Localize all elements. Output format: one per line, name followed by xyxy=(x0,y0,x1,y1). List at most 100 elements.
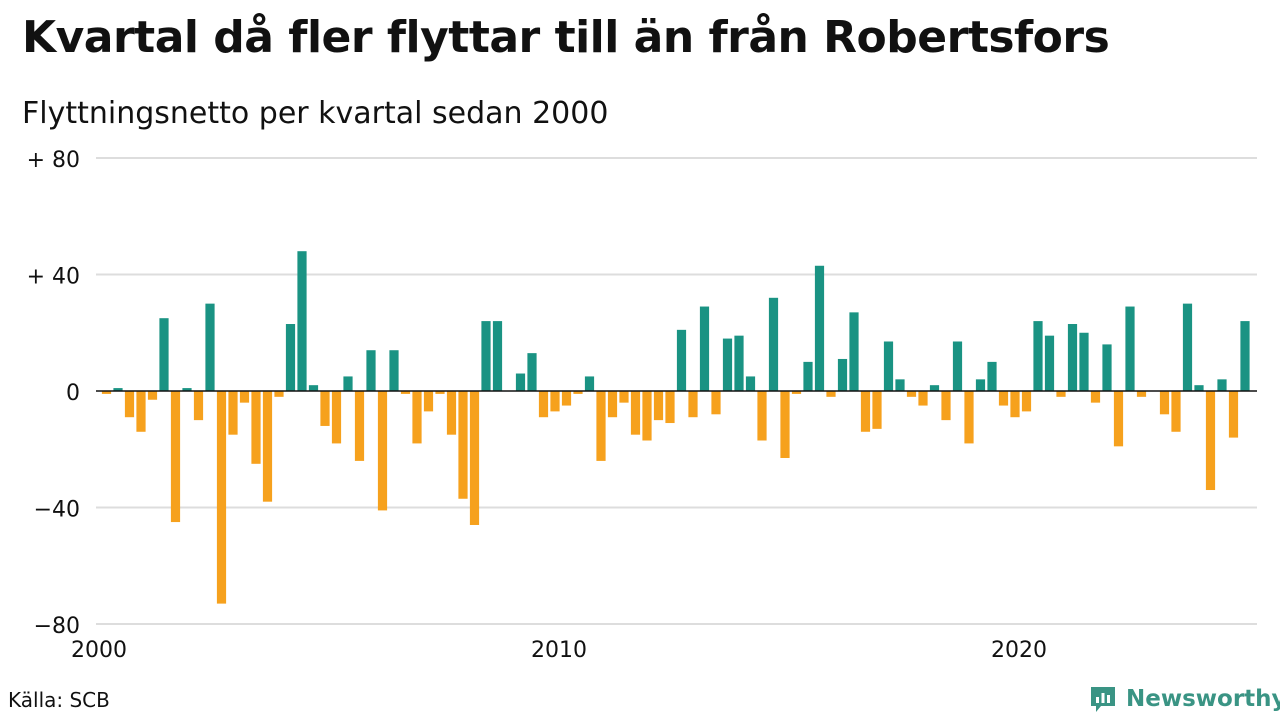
bar xyxy=(619,391,629,403)
bar xyxy=(423,391,434,412)
y-tick-label: −40 xyxy=(34,498,80,523)
bar xyxy=(458,391,468,499)
bar xyxy=(711,391,721,415)
y-tick-label: + 80 xyxy=(27,148,80,173)
bar xyxy=(147,391,158,400)
bar xyxy=(768,297,779,391)
bar xyxy=(1171,391,1181,432)
chart-title: Kvartal då fler flyttar till än från Rob… xyxy=(22,12,1110,63)
bar xyxy=(159,318,169,391)
chart-subtitle: Flyttningsnetto per kvartal sedan 2000 xyxy=(22,96,609,131)
bar xyxy=(136,391,146,432)
bar xyxy=(630,391,641,435)
bar xyxy=(205,303,215,392)
bar xyxy=(1136,391,1147,397)
bar xyxy=(665,391,675,424)
bar xyxy=(492,321,503,391)
bar xyxy=(1102,344,1112,391)
bar xyxy=(1205,391,1216,491)
bar xyxy=(676,329,687,391)
bar xyxy=(239,391,250,403)
bar xyxy=(113,388,123,391)
bar xyxy=(941,391,951,421)
bar xyxy=(1125,306,1135,391)
x-tick-label: 2000 xyxy=(71,638,127,663)
bar xyxy=(550,391,560,412)
bar xyxy=(918,391,928,406)
bar xyxy=(1090,391,1101,403)
bar xyxy=(906,391,917,397)
bar xyxy=(412,391,422,444)
bar xyxy=(791,391,802,394)
bar xyxy=(987,361,997,392)
bar xyxy=(653,391,664,421)
bar xyxy=(400,391,411,394)
bar xyxy=(124,391,135,418)
bar xyxy=(343,376,353,391)
bar xyxy=(469,391,480,525)
bar xyxy=(584,376,595,391)
bar xyxy=(1021,391,1032,412)
bar xyxy=(745,376,756,391)
bar xyxy=(1033,321,1043,391)
bar xyxy=(1194,385,1204,391)
bar xyxy=(699,306,710,391)
bar xyxy=(573,391,583,394)
bar xyxy=(860,391,871,432)
bar xyxy=(262,391,273,502)
bar xyxy=(435,391,445,394)
brand-logo: Newsworthy xyxy=(1088,684,1280,714)
bar xyxy=(320,391,330,426)
bar xyxy=(481,321,491,391)
bar xyxy=(1240,321,1250,391)
bar xyxy=(642,391,652,441)
bar xyxy=(757,391,767,441)
bar xyxy=(331,391,342,444)
bar xyxy=(297,251,307,391)
bar xyxy=(883,341,894,391)
y-tick-label: 0 xyxy=(66,381,80,406)
bar xyxy=(964,391,974,444)
bar xyxy=(596,391,606,461)
bar xyxy=(274,391,284,397)
bar xyxy=(1159,391,1170,415)
x-tick-label: 2010 xyxy=(531,638,587,663)
bar xyxy=(182,388,192,391)
bar xyxy=(354,391,365,461)
bar xyxy=(814,265,825,391)
brand-name: Newsworthy xyxy=(1126,686,1280,712)
bar xyxy=(216,391,227,604)
bar xyxy=(872,391,882,429)
bar xyxy=(722,338,733,391)
gridlines xyxy=(96,157,1257,625)
bar xyxy=(849,312,859,391)
bar xyxy=(1079,332,1089,391)
bar xyxy=(561,391,572,406)
x-axis-labels: 2000 2010 2020 xyxy=(71,638,1047,663)
bar xyxy=(193,391,204,421)
bar xyxy=(285,324,296,391)
newsworthy-logo-icon xyxy=(1091,687,1115,712)
bars xyxy=(101,251,1250,604)
bar xyxy=(228,391,238,435)
bar xyxy=(952,341,963,391)
bar xyxy=(170,391,181,523)
bar-chart: + 80 + 40 0 −40 −80 2000 2010 2020 xyxy=(27,148,1257,663)
bar xyxy=(515,373,526,391)
bar xyxy=(251,391,261,464)
x-tick-label: 2020 xyxy=(991,638,1047,663)
bar xyxy=(377,391,388,511)
source-note: Källa: SCB xyxy=(8,688,110,712)
bar xyxy=(1228,391,1239,438)
bar xyxy=(389,350,399,391)
bar xyxy=(688,391,698,418)
bar xyxy=(826,391,836,397)
bar xyxy=(308,385,319,391)
bar xyxy=(734,335,744,391)
bar xyxy=(1044,335,1055,391)
bar xyxy=(780,391,790,458)
bar xyxy=(1056,391,1066,397)
bar xyxy=(975,379,986,391)
bar xyxy=(803,361,813,392)
y-axis-labels: + 80 + 40 0 −40 −80 xyxy=(27,148,80,639)
